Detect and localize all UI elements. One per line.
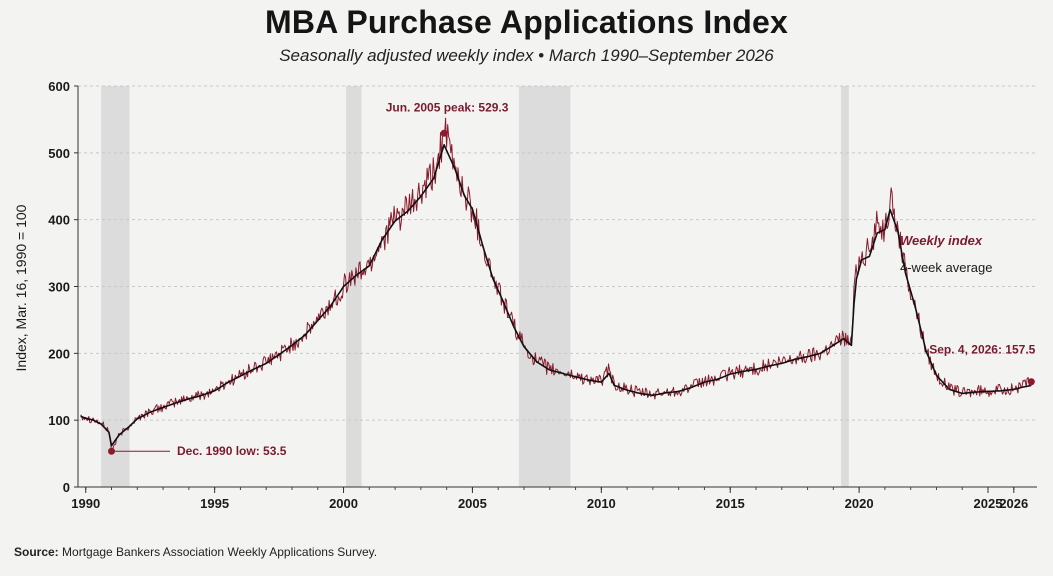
series-lines	[80, 117, 1032, 452]
y-axis-label: Index, Mar. 16, 1990 = 100	[13, 204, 29, 371]
x-tick-label: 2020	[845, 496, 874, 511]
source-note: Source: Mortgage Bankers Association Wee…	[14, 545, 377, 559]
x-tick-label: 2000	[329, 496, 358, 511]
x-tick-label: 2005	[458, 496, 487, 511]
y-tick-label: 300	[48, 280, 70, 295]
x-tick-label: 1995	[200, 496, 229, 511]
axes: 0 100 200 300 400 500 600 1990 1995 2000 2005 2010 2…	[48, 79, 1037, 511]
chart-title: MBA Purchase Applications Index	[264, 4, 789, 40]
weekly-index-line	[80, 117, 1032, 452]
low-marker	[108, 447, 116, 455]
legend: Weekly index 4-week average	[900, 233, 993, 275]
source-label: Source:	[14, 545, 59, 559]
y-tick-label: 100	[48, 413, 70, 428]
legend-weekly-label: Weekly index	[900, 233, 983, 248]
x-tick-label: 2010	[587, 496, 616, 511]
peak-annotation: Jun. 2005 peak: 529.3	[386, 100, 509, 114]
y-tick-label: 400	[48, 213, 70, 228]
latest-annotation: Sep. 4, 2026: 157.5	[929, 343, 1035, 357]
y-tick-label: 600	[48, 79, 70, 94]
chart-subtitle: Seasonally adjusted weekly index • March…	[279, 46, 774, 65]
recession-band	[518, 86, 571, 487]
line-chart: 0 100 200 300 400 500 600 1990 1995 2000 2005 2010 2…	[13, 79, 1037, 511]
low-annotation: Dec. 1990 low: 53.5	[177, 444, 287, 458]
y-tick-label: 500	[48, 146, 70, 161]
recession-band	[841, 86, 849, 487]
source-text: Mortgage Bankers Association Weekly Appl…	[58, 545, 378, 559]
x-tick-label: 2015	[716, 496, 745, 511]
legend-average-label: 4-week average	[900, 260, 993, 275]
recession-band	[346, 86, 362, 487]
x-tick-label: 2025	[974, 496, 1003, 511]
peak-marker	[440, 129, 448, 137]
annotations: Dec. 1990 low: 53.5 Jun. 2005 peak: 529.3…	[108, 100, 1036, 458]
latest-marker	[1027, 378, 1035, 386]
y-tick-label: 200	[48, 346, 70, 361]
four-week-average-line	[80, 144, 1032, 447]
x-tick-label: 1990	[71, 496, 100, 511]
x-tick-label: 2026	[999, 496, 1028, 511]
y-tick-label: 0	[63, 480, 70, 495]
